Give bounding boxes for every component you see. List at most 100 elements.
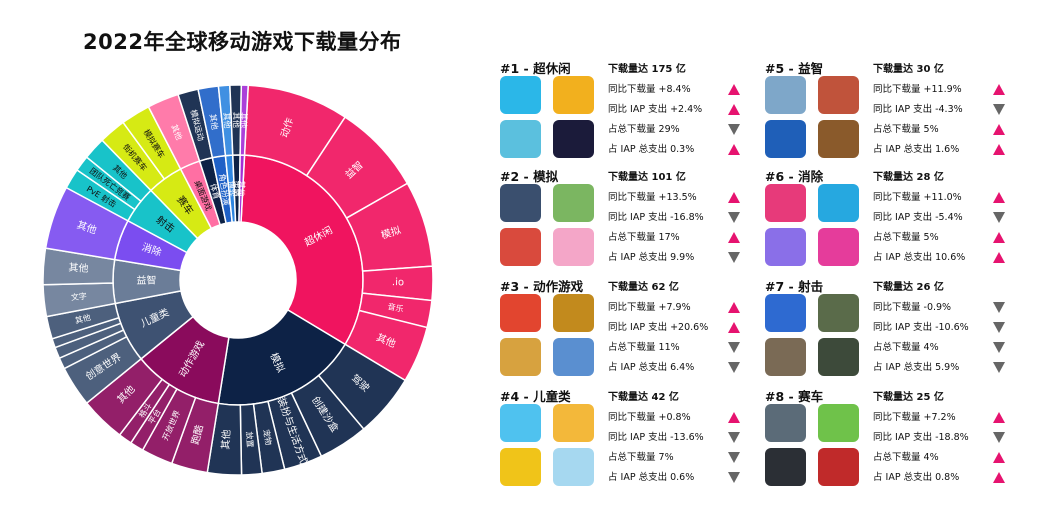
stat-row: 同比 IAP 支出 -5.4%	[873, 208, 1023, 228]
trend-up-icon	[728, 302, 740, 313]
trend-down-icon	[728, 362, 740, 373]
trend-up-icon	[993, 252, 1005, 263]
sunburst-label: 放置	[244, 431, 255, 448]
trend-up-icon	[993, 452, 1005, 463]
stat-text: 占 IAP 总支出 0.6%	[608, 472, 695, 483]
sunburst-label: 其他	[222, 112, 233, 129]
app-icon	[765, 184, 806, 222]
category-title: #7 - 射击	[765, 279, 824, 294]
trend-up-icon	[993, 144, 1005, 155]
category-stats: 下载量达 175 亿同比下载量 +8.4% 同比 IAP 支出 +2.4% 占总下载…	[608, 60, 758, 160]
stat-row: 占 IAP 总支出 6.4%	[608, 358, 758, 378]
trend-down-icon	[728, 432, 740, 443]
stat-row: 同比 IAP 支出 -10.6%	[873, 318, 1023, 338]
stat-text: 同比下载量 -0.9%	[873, 302, 952, 313]
category-panel: #6 - 消除 下载量达 28 亿同比下载量 +11.0% 同比 IAP 支出 -5…	[765, 166, 1025, 274]
app-icon	[553, 338, 594, 376]
sunburst-outer-ring	[42, 84, 434, 476]
downloads-total: 下载量达 28 亿	[873, 168, 1023, 188]
app-icon	[500, 120, 541, 158]
stat-text: 占 IAP 总支出 6.4%	[608, 362, 695, 373]
stat-row: 同比 IAP 支出 +20.6%	[608, 318, 758, 338]
stat-text: 同比 IAP 支出 -13.6%	[608, 432, 704, 443]
app-icon	[553, 184, 594, 222]
app-icon	[818, 184, 859, 222]
stat-row: 占总下载量 11%	[608, 338, 758, 358]
downloads-total: 下载量达 30 亿	[873, 60, 1023, 80]
stat-text: 占总下载量 4%	[873, 452, 939, 463]
app-icon	[818, 294, 859, 332]
stat-row: 占总下载量 4%	[873, 338, 1023, 358]
trend-down-icon	[993, 322, 1005, 333]
stat-text: 下载量达 30 亿	[873, 64, 944, 75]
category-stats: 下载量达 30 亿同比下载量 +11.9% 同比 IAP 支出 -4.3% 占总下载…	[873, 60, 1023, 160]
category-stats: 下载量达 42 亿同比下载量 +0.8% 同比 IAP 支出 -13.6% 占总下载…	[608, 388, 758, 488]
trend-up-icon	[993, 84, 1005, 95]
downloads-total: 下载量达 26 亿	[873, 278, 1023, 298]
app-icon	[553, 120, 594, 158]
stat-row: 占总下载量 29%	[608, 120, 758, 140]
stat-text: 下载量达 42 亿	[608, 392, 679, 403]
category-title: #6 - 消除	[765, 169, 824, 184]
app-icon	[553, 76, 594, 114]
category-stats: 下载量达 25 亿同比下载量 +7.2% 同比 IAP 支出 -18.8% 占总下载…	[873, 388, 1023, 488]
stat-row: 占总下载量 17%	[608, 228, 758, 248]
trend-down-icon	[728, 212, 740, 223]
app-icon	[500, 404, 541, 442]
app-icon-grid	[500, 292, 600, 380]
sunburst-chart: 超休闲模拟动作游戏儿童类益智消除射击赛车桌面游戏体育角色扮演博弈策略其他动作益智…	[42, 84, 434, 476]
sunburst-label: 角色扮演	[217, 173, 232, 206]
stat-text: 占总下载量 4%	[873, 342, 939, 353]
app-icon	[553, 448, 594, 486]
app-icon	[500, 228, 541, 266]
sunburst-label: .io	[392, 277, 404, 288]
app-icon	[818, 404, 859, 442]
app-icon	[818, 120, 859, 158]
stat-text: 下载量达 62 亿	[608, 282, 679, 293]
app-icon	[765, 294, 806, 332]
stat-text: 占总下载量 11%	[608, 342, 680, 353]
chart-title: 2022年全球移动游戏下载量分布	[83, 30, 402, 54]
category-panel: #1 - 超休闲 下载量达 175 亿同比下载量 +8.4% 同比 IAP 支出 +…	[500, 58, 760, 166]
sunburst-label: 体育	[208, 182, 222, 200]
category-title: #2 - 模拟	[500, 169, 559, 184]
sunburst-label: 策略	[232, 180, 242, 196]
trend-up-icon	[993, 232, 1005, 243]
stat-row: 同比下载量 +7.9%	[608, 298, 758, 318]
stat-row: 同比下载量 +0.8%	[608, 408, 758, 428]
stat-text: 同比 IAP 支出 -5.4%	[873, 212, 963, 223]
category-title: #3 - 动作游戏	[500, 279, 584, 294]
downloads-total: 下载量达 25 亿	[873, 388, 1023, 408]
app-icon	[818, 338, 859, 376]
downloads-total: 下载量达 175 亿	[608, 60, 758, 80]
stat-row: 同比下载量 +11.9%	[873, 80, 1023, 100]
app-icon	[765, 76, 806, 114]
app-icon-grid	[500, 182, 600, 270]
stat-row: 占总下载量 5%	[873, 228, 1023, 248]
app-icon-grid	[500, 74, 600, 162]
app-icon	[765, 120, 806, 158]
app-icon	[765, 448, 806, 486]
stat-text: 占 IAP 总支出 0.3%	[608, 144, 695, 155]
stat-text: 同比 IAP 支出 -18.8%	[873, 432, 969, 443]
downloads-total: 下载量达 101 亿	[608, 168, 758, 188]
stat-row: 占 IAP 总支出 5.9%	[873, 358, 1023, 378]
stat-text: 下载量达 26 亿	[873, 282, 944, 293]
category-panel: #8 - 赛车 下载量达 25 亿同比下载量 +7.2% 同比 IAP 支出 -18…	[765, 386, 1025, 494]
stat-row: 占 IAP 总支出 9.9%	[608, 248, 758, 268]
stat-row: 同比 IAP 支出 -4.3%	[873, 100, 1023, 120]
category-stats: 下载量达 62 亿同比下载量 +7.9% 同比 IAP 支出 +20.6% 占总下载…	[608, 278, 758, 378]
stat-row: 占 IAP 总支出 0.6%	[608, 468, 758, 488]
sunburst-label: 其他	[219, 429, 233, 450]
stat-text: 占总下载量 29%	[608, 124, 680, 135]
app-icon	[500, 338, 541, 376]
trend-up-icon	[728, 322, 740, 333]
category-panel: #7 - 射击 下载量达 26 亿同比下载量 -0.9% 同比 IAP 支出 -10…	[765, 276, 1025, 384]
trend-down-icon	[728, 452, 740, 463]
trend-up-icon	[728, 232, 740, 243]
stat-text: 下载量达 175 亿	[608, 64, 686, 75]
app-icon	[500, 448, 541, 486]
trend-up-icon	[993, 192, 1005, 203]
stat-text: 占总下载量 5%	[873, 124, 939, 135]
app-icon	[500, 184, 541, 222]
